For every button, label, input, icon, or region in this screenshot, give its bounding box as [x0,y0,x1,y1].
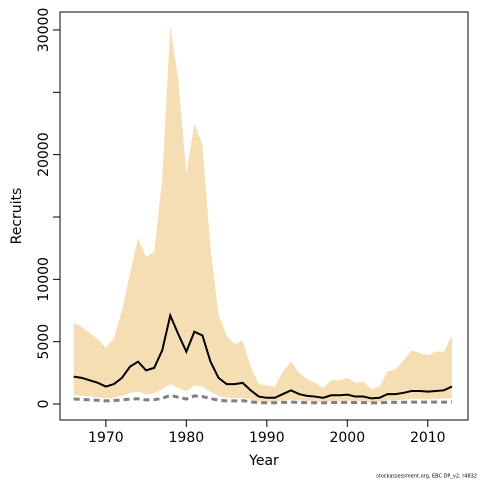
x-axis-label: Year [248,453,279,469]
y-axis-label: Recruits [9,188,25,245]
series-line [73,312,453,400]
footer: stockassessment.org, EBC DP_v2, r4832 [376,474,477,480]
x-tick-label: 1990 [249,430,285,446]
y-tick-label: 5000 [36,324,52,360]
series-line [73,393,452,405]
y-tick-label: 0 [36,400,52,409]
y-tick-label: 20000 [36,132,52,177]
x-tick-label: 1980 [169,430,205,446]
x-tick-label: 1970 [88,430,124,446]
confidence-band [73,26,452,403]
plot-frame [59,11,469,421]
y-tick-label: 10000 [36,257,52,302]
x-tick-label: 2000 [329,430,365,446]
y-tick-label: 30000 [36,8,52,53]
x-tick-label: 2010 [410,430,446,446]
